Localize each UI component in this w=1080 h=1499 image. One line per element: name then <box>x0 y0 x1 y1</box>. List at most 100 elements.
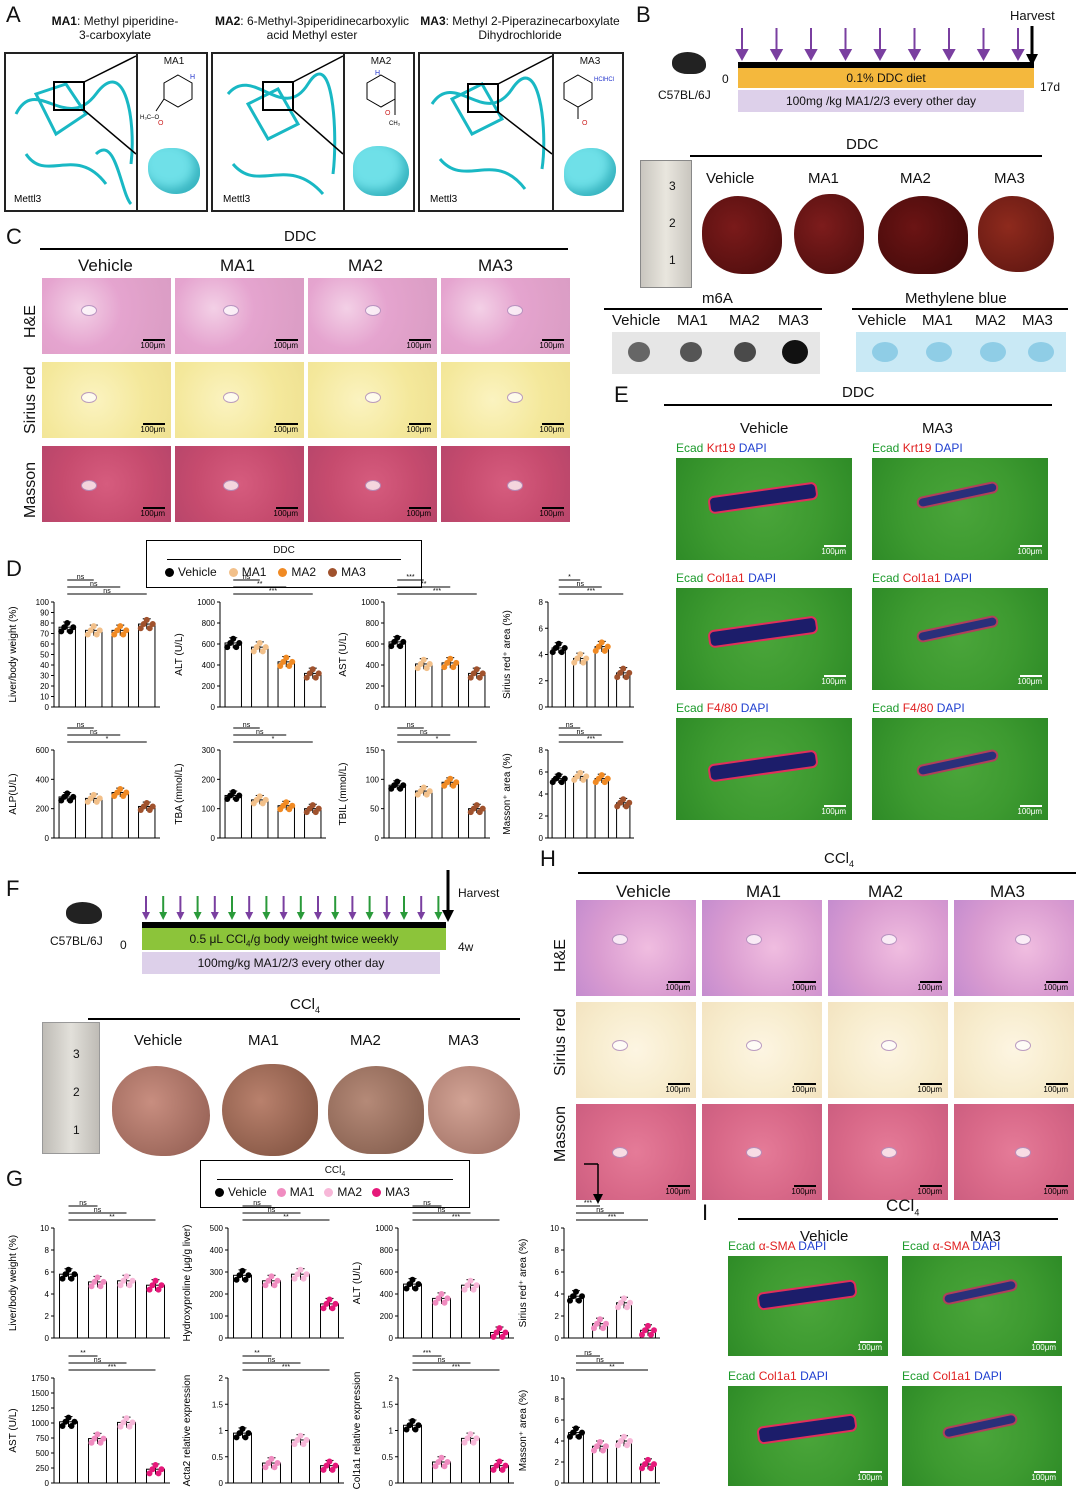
sig-label: ns <box>584 1350 592 1357</box>
data-point <box>100 1435 107 1442</box>
duct-structure <box>915 748 1000 778</box>
data-point <box>432 1463 439 1470</box>
data-point <box>648 1465 654 1472</box>
y-axis-label: Masson⁺ area (%) <box>518 1390 529 1471</box>
dose-arrowhead-b <box>942 49 956 62</box>
y-axis-label: Liver/body weight (%) <box>8 1235 19 1331</box>
y-tick-label: 1 <box>219 1427 224 1436</box>
dose-arrowhead-f <box>417 912 426 920</box>
y-tick-label: 6 <box>555 1416 560 1425</box>
data-point <box>262 1282 269 1289</box>
bar-vehicle <box>403 1283 422 1339</box>
data-point <box>583 773 590 780</box>
harvest-label-b: Harvest <box>1010 8 1055 23</box>
h-tile-r1-c0: 100μm <box>576 1002 696 1098</box>
bar-vehicle <box>568 1432 584 1484</box>
data-point <box>620 665 627 672</box>
data-point <box>423 665 430 672</box>
row-sirius-h: Sirius red <box>552 1008 569 1076</box>
data-point <box>283 799 290 806</box>
vessel <box>880 1147 897 1159</box>
y-tick-label: 8 <box>555 1395 560 1404</box>
data-point <box>450 664 457 671</box>
col-vehicle-h: Vehicle <box>616 882 671 901</box>
e-if-tile-r2-c1: 100μm <box>872 718 1048 820</box>
data-point <box>97 1439 104 1446</box>
sig-label: ns <box>407 722 415 729</box>
ruler-f: 3 2 1 <box>42 1022 100 1154</box>
legend-label: Vehicle <box>228 1185 267 1199</box>
legend-label: MA1 <box>289 1185 315 1199</box>
row-masson-h: Masson <box>552 1105 569 1162</box>
data-point <box>415 1281 422 1288</box>
ester-group-ma2: CH₃ <box>389 121 401 127</box>
data-point <box>320 1466 327 1473</box>
header-line-c <box>40 248 568 250</box>
data-point <box>332 1300 339 1307</box>
sig-label: ns <box>90 729 98 736</box>
data-point <box>152 1462 159 1468</box>
data-point <box>87 627 94 634</box>
data-point <box>444 659 451 666</box>
data-point <box>388 643 395 650</box>
data-point <box>473 666 480 673</box>
stain-red: α-SMA <box>755 1239 795 1253</box>
legend-dot <box>165 568 174 578</box>
y-tick-label: 600 <box>202 640 216 649</box>
sig-label: ** <box>257 581 263 588</box>
y-tick-label: 10 <box>550 1224 559 1233</box>
i-if-tile-r1-c0: 100μm <box>728 1386 888 1486</box>
col-ma1-h: MA1 <box>746 882 781 901</box>
data-point <box>70 793 77 800</box>
y-tick-label: 8 <box>45 1246 50 1255</box>
sig-label: ns <box>577 581 585 588</box>
data-point <box>59 1275 66 1282</box>
vessel <box>222 480 239 492</box>
data-point <box>426 660 433 667</box>
sig-label: * <box>272 736 275 743</box>
diet-bar-b: 0.1% DDC diet <box>738 68 1034 88</box>
data-point <box>567 1297 573 1304</box>
timeline-arrows-f <box>142 870 454 922</box>
liver-photo-ma1-f <box>222 1064 318 1156</box>
stain-ecad: Ecad <box>872 701 900 715</box>
data-point <box>146 1286 153 1293</box>
dose-arrowhead-b <box>769 49 784 62</box>
data-point <box>639 1331 645 1338</box>
y-tick-label: 2 <box>539 812 544 821</box>
y-tick-label: 300 <box>202 746 216 755</box>
dose-arrowhead-b <box>838 49 853 62</box>
data-point <box>64 790 71 797</box>
bar-ma2 <box>117 1421 136 1484</box>
data-point <box>289 658 296 665</box>
c-tile-r1-c3: 100μm <box>441 362 570 438</box>
binding-pocket-ma1 <box>136 134 206 210</box>
data-point <box>394 778 401 785</box>
mb-lane-ma3: MA3 <box>1022 312 1053 329</box>
sig-label: *** <box>452 1364 460 1371</box>
data-point <box>552 644 559 651</box>
y-tick-label: 400 <box>202 661 216 670</box>
data-point <box>149 621 156 628</box>
h-scale-bar: 100μm <box>917 983 942 992</box>
sig-label: ** <box>109 1214 115 1221</box>
e-if-scale: 100μm <box>1017 807 1042 816</box>
data-point <box>94 1274 101 1281</box>
svg-text:O: O <box>158 120 164 127</box>
sig-label: ns <box>90 581 98 588</box>
data-point <box>499 1466 506 1473</box>
y-tick-label: 4 <box>555 1437 560 1446</box>
data-point <box>259 648 266 655</box>
data-point <box>412 1426 419 1433</box>
binding-pocket-ma3 <box>552 134 622 210</box>
data-point <box>496 1325 503 1332</box>
data-point <box>415 1422 422 1429</box>
data-point <box>467 1431 474 1438</box>
sig-label: ns <box>94 1357 102 1364</box>
header-i: CCl4 <box>886 1196 920 1218</box>
stain-ecad: Ecad <box>728 1369 756 1383</box>
data-point <box>476 674 483 681</box>
y-tick-label: 500 <box>210 1224 224 1233</box>
